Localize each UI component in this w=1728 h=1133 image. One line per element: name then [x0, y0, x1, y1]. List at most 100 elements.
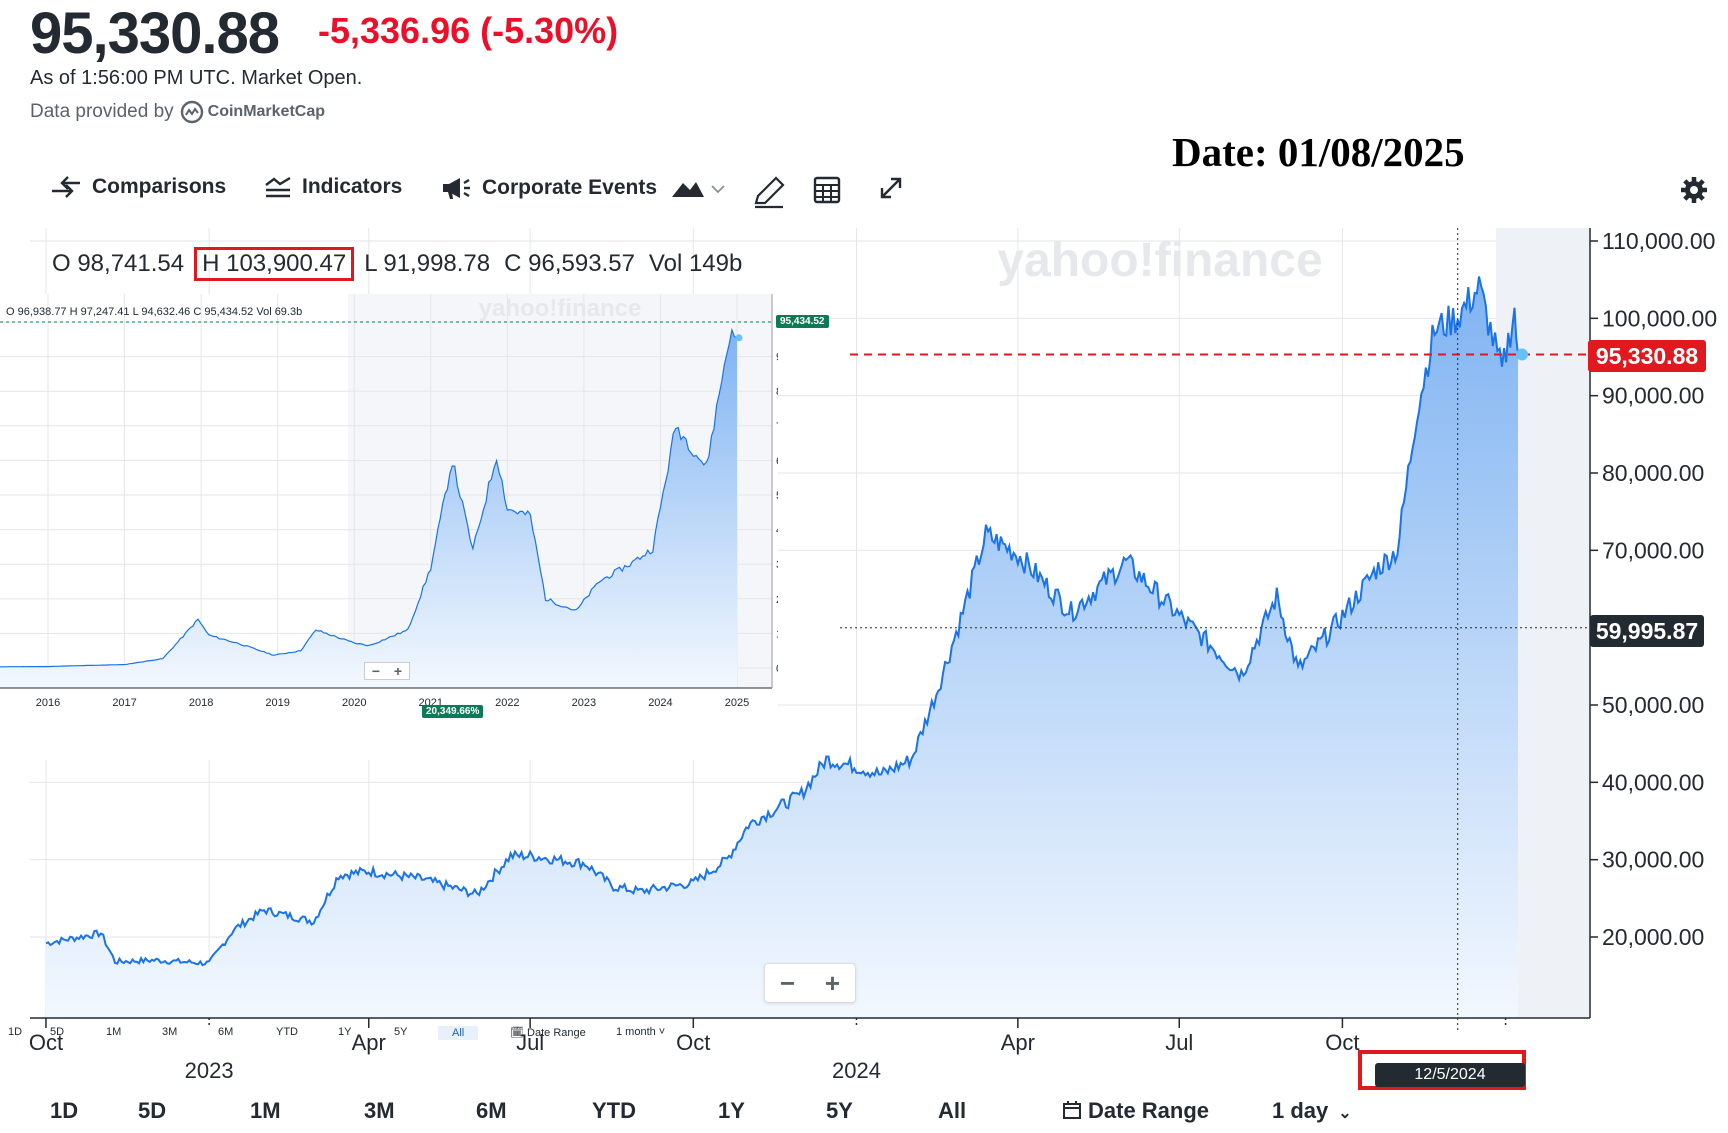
inset-y-tick-label: 0.00: [776, 663, 778, 675]
inset-range-1m[interactable]: 1M: [106, 1026, 122, 1038]
fullscreen-button[interactable]: [878, 175, 904, 201]
indicators-icon: [265, 176, 291, 198]
corporate-events-label: Corporate Events: [482, 176, 658, 199]
as-of-text: As of 1:56:00 PM UTC. Market Open.: [30, 67, 363, 89]
pencil-icon: [754, 176, 785, 209]
watermark: yahoo!finance: [997, 234, 1322, 287]
inset-x-tick-label: 2025: [725, 697, 749, 709]
crosshair-price-tag: 59,995.87: [1590, 615, 1704, 647]
inset-range-5y[interactable]: 5Y: [394, 1026, 408, 1038]
inset-chart-panel: yahoo!finance 100,000.0090,000.0080,000.…: [0, 294, 778, 1040]
inset-y-tick-label: 60,000.00: [776, 455, 778, 467]
inset-y-tick-label: 70,000.00: [776, 421, 778, 433]
x-tick-label: Apr: [1001, 1030, 1035, 1055]
settings-button[interactable]: [1680, 176, 1708, 209]
y-tick-label: 110,000.00: [1602, 228, 1715, 254]
x-tick-label: Oct: [1325, 1030, 1359, 1055]
gear-icon: [1681, 177, 1707, 203]
inset-y-tick-label: 80,000.00: [776, 386, 778, 398]
inset-range-bar: 1D 5D 1M 3M 6M YTD 1Y 5Y All 🗓 Date Range 1 month …: [0, 1026, 778, 1046]
inset-price-area: [0, 330, 737, 688]
y-tick-label: 70,000.00: [1602, 537, 1704, 563]
corporate-events-button[interactable]: Corporate Events: [440, 175, 657, 201]
range-ytd[interactable]: YTD: [592, 1098, 636, 1123]
mountain-chart-icon: [672, 182, 725, 197]
megaphone-icon: [443, 178, 470, 199]
inset-y-tick-label: 30,000.00: [776, 559, 778, 571]
price-change: -5,336.96 (-5.30%): [318, 10, 619, 51]
zoom-out-button[interactable]: −: [779, 967, 796, 998]
coinmarketcap-logo[interactable]: CoinMarketCap: [180, 100, 325, 124]
comparisons-button[interactable]: Comparisons: [50, 175, 226, 199]
draw-button[interactable]: [752, 175, 786, 209]
inset-watermark: yahoo!finance: [479, 295, 642, 322]
range-1y[interactable]: 1Y: [718, 1098, 745, 1123]
inset-zoom-in-button[interactable]: +: [393, 663, 403, 679]
inset-x-tick-label: 2016: [36, 697, 60, 709]
ohlc-close: C 96,593.57: [504, 250, 635, 277]
coinmarketcap-icon: [180, 100, 203, 124]
range-all[interactable]: All: [938, 1098, 967, 1123]
zoom-in-button[interactable]: +: [824, 967, 841, 998]
inset-zoom-out-button[interactable]: −: [371, 663, 381, 679]
inset-range-5d[interactable]: 5D: [50, 1026, 65, 1038]
range-1d[interactable]: 1D: [50, 1098, 79, 1123]
inset-last-dot: [735, 334, 743, 342]
range-6m[interactable]: 6M: [476, 1098, 507, 1123]
y-tick-label: 50,000.00: [1602, 692, 1704, 718]
inset-range-ytd[interactable]: YTD: [276, 1026, 298, 1038]
x-tick-label: Jul: [516, 1030, 544, 1055]
inset-y-tick-label: 40,000.00: [776, 525, 778, 537]
inset-y-tick-label: 50,000.00: [776, 490, 778, 502]
indicators-label: Indicators: [302, 175, 403, 198]
inset-range-all[interactable]: All: [438, 1026, 479, 1040]
zoom-controls: − +: [764, 963, 856, 1003]
comparisons-icon: [52, 176, 80, 198]
provider-name: CoinMarketCap: [207, 103, 326, 120]
range-3m[interactable]: 3M: [364, 1098, 395, 1123]
range-1m[interactable]: 1M: [250, 1098, 281, 1123]
indicators-button[interactable]: Indicators: [264, 175, 402, 199]
date-range-label: Date Range: [1088, 1098, 1210, 1123]
data-provider: Data provided by CoinMarketCap: [30, 100, 325, 124]
inset-y-tick-label: 20,000.00: [776, 594, 778, 606]
chart-type-dropdown[interactable]: [670, 175, 728, 201]
inset-x-tick-label: 2022: [495, 697, 519, 709]
inset-range-1d[interactable]: 1D: [8, 1026, 23, 1038]
inset-ohlc-readout: O 96,938.77 H 97,247.41 L 94,632.46 C 95…: [6, 306, 303, 318]
ohlc-low: L 91,998.78: [364, 250, 491, 277]
inset-last-price-tag: 95,434.52: [776, 315, 829, 328]
table-view-button[interactable]: [812, 175, 842, 205]
price: 95,330.88: [30, 1, 280, 66]
y-tick-label: 100,000.00: [1602, 305, 1717, 331]
y-tick-label: 80,000.00: [1602, 460, 1704, 486]
expand-icon: [880, 177, 902, 199]
x-tick-label: 2023: [185, 1058, 234, 1083]
inset-interval-dropdown[interactable]: 1 month ˅: [616, 1026, 666, 1038]
interval-dropdown[interactable]: 1 day ⌄: [1272, 1098, 1352, 1124]
inset-x-tick-label: 2024: [648, 697, 672, 709]
range-bar: 1D 5D 1M 3M 6M YTD 1Y 5Y All Date Range 1 day ⌄: [0, 1098, 1728, 1128]
interval-label: 1 day: [1272, 1098, 1329, 1123]
inset-range-3m[interactable]: 3M: [162, 1026, 178, 1038]
ohlc-high: H 103,900.47: [194, 247, 355, 281]
last-price-tag: 95,330.88: [1588, 340, 1706, 372]
crosshair-date: 12/5/2024: [1375, 1063, 1525, 1087]
inset-range-1y[interactable]: 1Y: [338, 1026, 352, 1038]
price-line: [45, 276, 1519, 967]
y-tick-label: 90,000.00: [1602, 383, 1704, 409]
date-annotation: Date: 01/08/2025: [1172, 129, 1465, 175]
range-5y[interactable]: 5Y: [826, 1098, 853, 1123]
range-5d[interactable]: 5D: [138, 1098, 167, 1123]
inset-chart[interactable]: yahoo!finance 100,000.0090,000.0080,000.…: [0, 294, 778, 760]
x-tick-label: Oct: [676, 1030, 710, 1055]
inset-date-range-button[interactable]: 🗓 Date Range: [510, 1027, 586, 1039]
chevron-down-icon: ⌄: [1338, 1105, 1352, 1122]
inset-x-tick-label: 2023: [572, 697, 596, 709]
date-range-button[interactable]: Date Range: [1062, 1098, 1209, 1124]
y-tick-label: 20,000.00: [1602, 924, 1704, 950]
comparisons-label: Comparisons: [92, 175, 227, 198]
inset-percent-tag: 20,349.66%: [422, 705, 484, 718]
inset-range-6m[interactable]: 6M: [218, 1026, 234, 1038]
